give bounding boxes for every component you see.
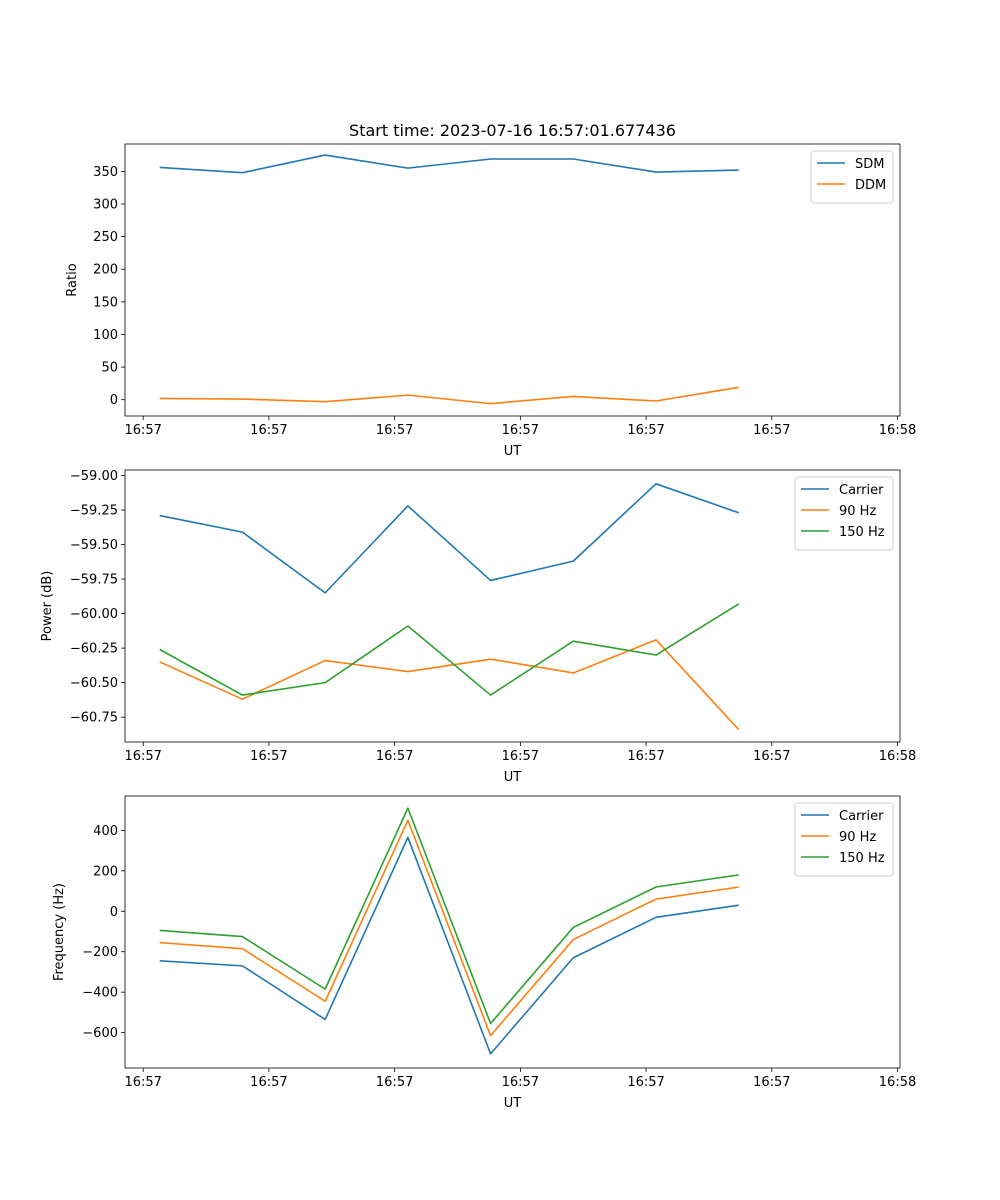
x-axis-label: UT xyxy=(504,444,522,459)
y-tick-label: 0 xyxy=(110,393,118,408)
x-tick-label: 16:57 xyxy=(250,749,287,764)
x-tick-label: 16:57 xyxy=(627,749,664,764)
legend-label: Carrier xyxy=(839,483,884,498)
y-tick-label: −59.25 xyxy=(70,504,118,519)
y-tick-label: −59.00 xyxy=(70,469,118,484)
x-tick-label: 16:57 xyxy=(502,749,539,764)
series-line-ddm xyxy=(159,386,739,405)
y-tick-label: −59.75 xyxy=(70,573,118,588)
y-tick-label: 400 xyxy=(93,824,118,839)
y-axis-label: Power (dB) xyxy=(40,571,55,642)
y-tick-label: 200 xyxy=(93,864,118,879)
x-tick-label: 16:57 xyxy=(124,423,161,438)
legend-box xyxy=(810,150,894,204)
x-tick-label: 16:57 xyxy=(502,423,539,438)
series-line-carrier xyxy=(159,483,739,594)
axes-frame xyxy=(124,469,901,743)
x-tick-label: 16:57 xyxy=(753,423,790,438)
series-line-90-hz xyxy=(159,819,739,1037)
x-tick-label: 16:57 xyxy=(250,423,287,438)
y-tick-label: 0 xyxy=(110,905,118,920)
y-tick-label: −59.50 xyxy=(70,538,118,553)
legend-label: 90 Hz xyxy=(839,830,876,845)
x-axis-label: UT xyxy=(504,1096,522,1111)
x-tick-label: 16:57 xyxy=(627,1075,664,1090)
x-tick-label: 16:57 xyxy=(124,749,161,764)
x-tick-label: 16:57 xyxy=(376,423,413,438)
y-tick-label: 100 xyxy=(93,328,118,343)
x-tick-label: 16:57 xyxy=(124,1075,161,1090)
x-tick-label: 16:57 xyxy=(502,1075,539,1090)
legend-label: DDM xyxy=(855,178,886,193)
y-tick-label: −600 xyxy=(82,1026,118,1041)
x-tick-label: 16:57 xyxy=(250,1075,287,1090)
y-tick-label: 250 xyxy=(93,230,118,245)
series-line-carrier xyxy=(159,836,739,1055)
legend-label: Carrier xyxy=(839,809,884,824)
x-tick-label: 16:57 xyxy=(753,749,790,764)
y-tick-label: 300 xyxy=(93,198,118,213)
legend-label: SDM xyxy=(855,157,884,172)
y-tick-label: 350 xyxy=(93,165,118,180)
y-tick-label: −200 xyxy=(82,945,118,960)
x-tick-label: 16:57 xyxy=(753,1075,790,1090)
series-line-sdm xyxy=(159,154,739,174)
y-tick-label: −60.00 xyxy=(70,607,118,622)
x-tick-label: 16:57 xyxy=(627,423,664,438)
y-tick-label: 200 xyxy=(93,263,118,278)
axes-frame xyxy=(124,143,901,417)
y-axis-label: Ratio xyxy=(65,263,80,296)
x-tick-label: 16:57 xyxy=(376,1075,413,1090)
chart-panel-1: 16:57 16:57 16:57 16:57 16:57 16:57 16:58 0 50 10… xyxy=(65,121,916,459)
y-tick-label: −60.50 xyxy=(70,676,118,691)
x-axis-label: UT xyxy=(504,770,522,785)
chart-panel-2: 16:57 16:57 16:57 16:57 16:57 16:57 16:58 −60.7… xyxy=(40,469,916,785)
x-tick-label: 16:58 xyxy=(879,423,916,438)
chart-title: Start time: 2023-07-16 16:57:01.677436 xyxy=(349,121,676,140)
y-tick-label: 150 xyxy=(93,295,118,310)
axes-frame xyxy=(124,795,901,1069)
y-tick-label: −400 xyxy=(82,986,118,1001)
x-tick-label: 16:58 xyxy=(879,1075,916,1090)
series-line-90-hz xyxy=(159,639,740,731)
series-line-150-hz xyxy=(159,603,740,696)
chart-panel-3: 16:57 16:57 16:57 16:57 16:57 16:57 16:58 −600 −… xyxy=(52,795,916,1111)
legend-label: 90 Hz xyxy=(839,504,876,519)
y-tick-label: −60.25 xyxy=(70,642,118,657)
series-line-150-hz xyxy=(159,807,739,1025)
legend-label: 150 Hz xyxy=(839,525,885,540)
y-tick-label: −60.75 xyxy=(70,711,118,726)
y-tick-label: 50 xyxy=(101,361,118,376)
legend-label: 150 Hz xyxy=(839,851,885,866)
x-tick-label: 16:57 xyxy=(376,749,413,764)
y-axis-label: Frequency (Hz) xyxy=(52,883,67,981)
x-tick-label: 16:58 xyxy=(879,749,916,764)
